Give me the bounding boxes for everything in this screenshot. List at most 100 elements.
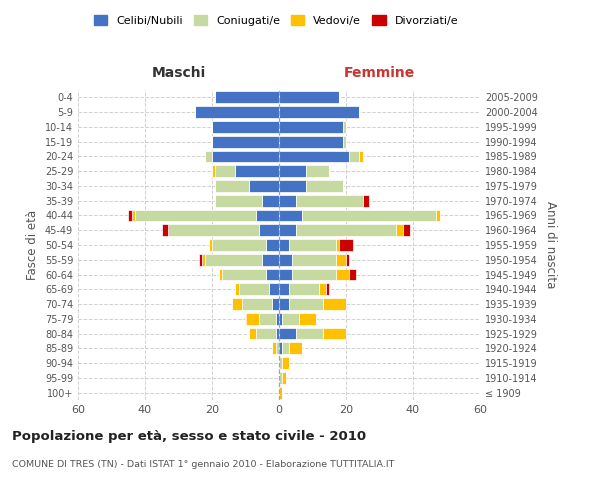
Bar xyxy=(279,106,359,118)
Bar xyxy=(279,313,283,324)
Bar xyxy=(289,298,323,310)
Bar xyxy=(349,268,356,280)
Bar xyxy=(205,150,212,162)
Bar xyxy=(202,254,205,266)
Bar xyxy=(279,195,296,206)
Bar xyxy=(289,342,302,354)
Bar xyxy=(279,357,283,369)
Bar xyxy=(199,254,202,266)
Bar xyxy=(239,284,269,295)
Bar xyxy=(279,150,349,162)
Bar xyxy=(336,268,349,280)
Bar xyxy=(403,224,410,236)
Bar xyxy=(272,298,279,310)
Bar xyxy=(279,121,343,133)
Bar xyxy=(292,268,336,280)
Bar xyxy=(242,298,272,310)
Bar xyxy=(306,180,343,192)
Bar xyxy=(272,342,275,354)
Bar xyxy=(326,284,329,295)
Text: Maschi: Maschi xyxy=(151,66,206,80)
Bar xyxy=(212,136,279,147)
Bar xyxy=(169,224,259,236)
Bar xyxy=(135,210,256,222)
Bar xyxy=(346,254,349,266)
Y-axis label: Fasce di età: Fasce di età xyxy=(26,210,39,280)
Bar xyxy=(279,298,289,310)
Bar xyxy=(292,254,336,266)
Bar xyxy=(279,224,296,236)
Bar xyxy=(343,136,346,147)
Bar xyxy=(283,342,289,354)
Bar xyxy=(212,121,279,133)
Bar xyxy=(195,106,279,118)
Bar xyxy=(215,180,249,192)
Bar xyxy=(279,372,283,384)
Bar xyxy=(279,328,296,340)
Bar xyxy=(269,284,279,295)
Text: Femmine: Femmine xyxy=(344,66,415,80)
Bar xyxy=(262,254,279,266)
Bar xyxy=(259,224,279,236)
Bar xyxy=(323,298,346,310)
Bar xyxy=(266,268,279,280)
Bar xyxy=(279,166,306,177)
Bar xyxy=(296,224,396,236)
Bar xyxy=(296,328,323,340)
Bar xyxy=(212,150,279,162)
Bar xyxy=(306,166,329,177)
Bar xyxy=(336,239,340,251)
Text: COMUNE DI TRES (TN) - Dati ISTAT 1° gennaio 2010 - Elaborazione TUTTITALIA.IT: COMUNE DI TRES (TN) - Dati ISTAT 1° genn… xyxy=(12,460,394,469)
Bar xyxy=(249,328,256,340)
Legend: Celibi/Nubili, Coniugati/e, Vedovi/e, Divorziati/e: Celibi/Nubili, Coniugati/e, Vedovi/e, Di… xyxy=(89,10,463,30)
Bar xyxy=(275,328,279,340)
Bar xyxy=(222,268,266,280)
Bar xyxy=(340,239,353,251)
Bar xyxy=(245,313,259,324)
Bar xyxy=(279,136,343,147)
Bar xyxy=(289,239,336,251)
Text: Popolazione per età, sesso e stato civile - 2010: Popolazione per età, sesso e stato civil… xyxy=(12,430,366,443)
Bar xyxy=(279,284,289,295)
Bar xyxy=(279,239,289,251)
Bar xyxy=(296,195,363,206)
Bar xyxy=(266,239,279,251)
Bar xyxy=(396,224,403,236)
Bar xyxy=(209,239,212,251)
Bar xyxy=(283,357,289,369)
Bar xyxy=(128,210,131,222)
Bar xyxy=(289,284,319,295)
Bar xyxy=(249,180,279,192)
Bar xyxy=(436,210,440,222)
Bar xyxy=(131,210,135,222)
Bar xyxy=(349,150,359,162)
Y-axis label: Anni di nascita: Anni di nascita xyxy=(544,202,557,288)
Bar xyxy=(162,224,169,236)
Bar xyxy=(279,180,306,192)
Bar xyxy=(359,150,363,162)
Bar xyxy=(205,254,262,266)
Bar xyxy=(319,284,326,295)
Bar xyxy=(212,166,215,177)
Bar xyxy=(336,254,346,266)
Bar xyxy=(275,313,279,324)
Bar xyxy=(302,210,436,222)
Bar xyxy=(235,284,239,295)
Bar xyxy=(279,268,292,280)
Bar xyxy=(215,195,262,206)
Bar xyxy=(212,239,266,251)
Bar xyxy=(279,386,283,398)
Bar xyxy=(215,166,235,177)
Bar xyxy=(235,166,279,177)
Bar xyxy=(215,92,279,104)
Bar xyxy=(343,121,346,133)
Bar xyxy=(279,342,283,354)
Bar xyxy=(279,210,302,222)
Bar xyxy=(256,210,279,222)
Bar xyxy=(363,195,370,206)
Bar xyxy=(283,372,286,384)
Bar xyxy=(323,328,346,340)
Bar xyxy=(283,313,299,324)
Bar xyxy=(262,195,279,206)
Bar xyxy=(219,268,222,280)
